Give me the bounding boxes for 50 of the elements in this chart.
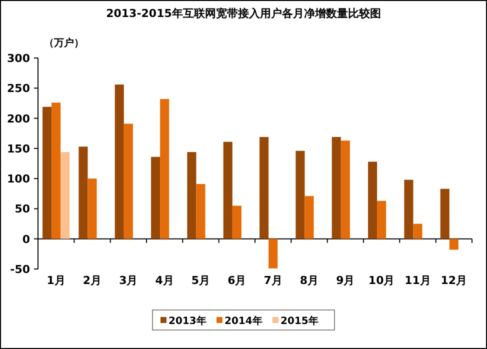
y-tick-label: 50 (14, 202, 30, 216)
y-tick-label: 100 (7, 172, 30, 186)
bar (304, 196, 314, 239)
bar (42, 106, 52, 239)
y-tick-label: 200 (7, 112, 30, 126)
bar (88, 178, 97, 239)
x-tick-label: 9月 (336, 274, 355, 287)
y-tick-label: 300 (7, 52, 30, 65)
x-tick-label: 7月 (264, 274, 282, 287)
chart-title: 2013-2015年互联网宽带接入用户各月净增数量比较图 (106, 7, 381, 20)
x-tick-label: 11月 (404, 274, 431, 287)
bar (340, 140, 350, 239)
y-tick-label: -50 (10, 263, 30, 276)
y-axis-title: （万户） (44, 37, 84, 49)
bar (332, 136, 341, 239)
bar (368, 162, 378, 239)
bar (440, 188, 450, 239)
bar (60, 152, 70, 239)
bar (196, 184, 206, 239)
x-tick-label: 2月 (82, 274, 102, 287)
bar (52, 102, 61, 239)
bar (124, 124, 133, 239)
legend-label: 2013年 (168, 315, 206, 327)
bar (449, 238, 458, 250)
x-tick-label: 6月 (228, 274, 246, 287)
x-tick-label: 4月 (155, 274, 174, 287)
y-tick-label: 250 (7, 82, 30, 96)
x-tick-label: 8月 (300, 274, 319, 287)
legend-label: 2014年 (224, 315, 262, 327)
bar (232, 206, 242, 239)
bar (413, 224, 422, 239)
bar (187, 152, 196, 239)
bar (151, 156, 160, 239)
bar (404, 180, 414, 239)
x-tick-label: 12月 (440, 274, 468, 287)
legend-label: 2015年 (280, 315, 318, 327)
x-tick-label: 3月 (119, 274, 138, 287)
x-tick-label: 10月 (368, 274, 395, 287)
bar (296, 150, 305, 239)
bar (223, 142, 232, 239)
bar (260, 136, 269, 239)
x-tick-label: 1月 (46, 274, 66, 287)
bar (377, 200, 386, 239)
y-tick-label: 0 (22, 232, 30, 246)
bar (78, 146, 88, 239)
bar (268, 238, 278, 268)
bar (160, 98, 170, 239)
x-tick-label: 5月 (191, 274, 210, 287)
bar (114, 84, 124, 239)
y-tick-label: 150 (7, 142, 30, 156)
